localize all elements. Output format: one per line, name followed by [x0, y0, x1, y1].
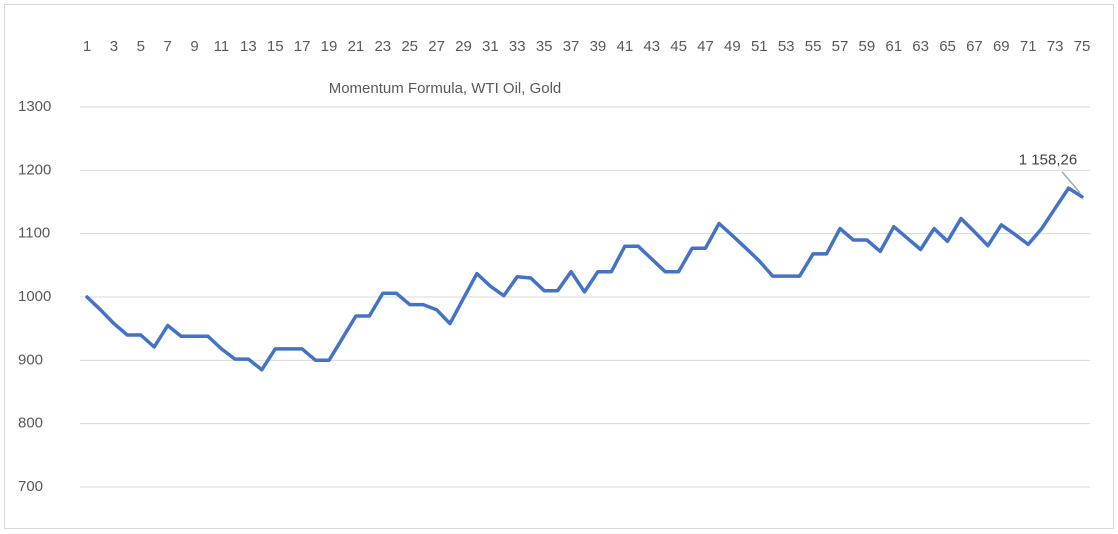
x-tick-label: 21	[348, 38, 365, 55]
x-tick-label: 73	[1047, 38, 1064, 55]
x-tick-label: 71	[1020, 38, 1037, 55]
x-tick-label: 43	[643, 38, 660, 55]
x-tick-label: 15	[267, 38, 284, 55]
chart-title: Momentum Formula, WTI Oil, Gold	[329, 80, 562, 97]
x-tick-label: 45	[670, 38, 687, 55]
x-tick-label: 53	[778, 38, 795, 55]
y-tick-label: 1100	[18, 225, 50, 242]
x-tick-label: 67	[966, 38, 983, 55]
x-tick-label: 49	[724, 38, 741, 55]
x-tick-label: 13	[240, 38, 257, 55]
x-tick-label: 55	[805, 38, 822, 55]
label-leader	[1061, 171, 1081, 194]
x-tick-label: 35	[536, 38, 553, 55]
x-tick-label: 11	[214, 38, 230, 55]
x-tick-label: 17	[294, 38, 311, 55]
x-tick-label: 1	[83, 38, 91, 55]
x-tick-label: 33	[509, 38, 526, 55]
chart-border	[4, 4, 1114, 529]
y-tick-label: 1300	[18, 98, 51, 115]
x-tick-label: 23	[374, 38, 391, 55]
y-tick-label: 1200	[18, 161, 51, 178]
y-tick-label: 800	[18, 415, 43, 432]
x-tick-label: 25	[401, 38, 418, 55]
data-label: 1 158,26	[1019, 152, 1077, 169]
y-tick-label: 700	[18, 478, 43, 495]
x-tick-label: 37	[563, 38, 580, 55]
x-tick-label: 29	[455, 38, 472, 55]
x-tick-label: 59	[859, 38, 876, 55]
x-tick-label: 27	[428, 38, 445, 55]
x-tick-label: 7	[164, 38, 172, 55]
y-tick-label: 900	[18, 351, 43, 368]
x-tick-label: 63	[912, 38, 929, 55]
x-tick-label: 19	[321, 38, 338, 55]
x-tick-label: 69	[993, 38, 1010, 55]
data-line	[85, 186, 1084, 372]
x-tick-label: 39	[590, 38, 607, 55]
x-tick-label: 41	[616, 38, 633, 55]
x-tick-label: 9	[190, 38, 198, 55]
x-tick-label: 57	[832, 38, 849, 55]
x-tick-label: 61	[885, 38, 902, 55]
x-tick-label: 31	[482, 38, 499, 55]
x-tick-label: 3	[110, 38, 118, 55]
x-tick-label: 47	[697, 38, 714, 55]
x-tick-label: 51	[751, 38, 768, 55]
x-tick-label: 75	[1074, 38, 1091, 55]
y-tick-label: 1000	[18, 288, 51, 305]
x-tick-label: 65	[939, 38, 956, 55]
x-tick-label: 5	[137, 38, 145, 55]
